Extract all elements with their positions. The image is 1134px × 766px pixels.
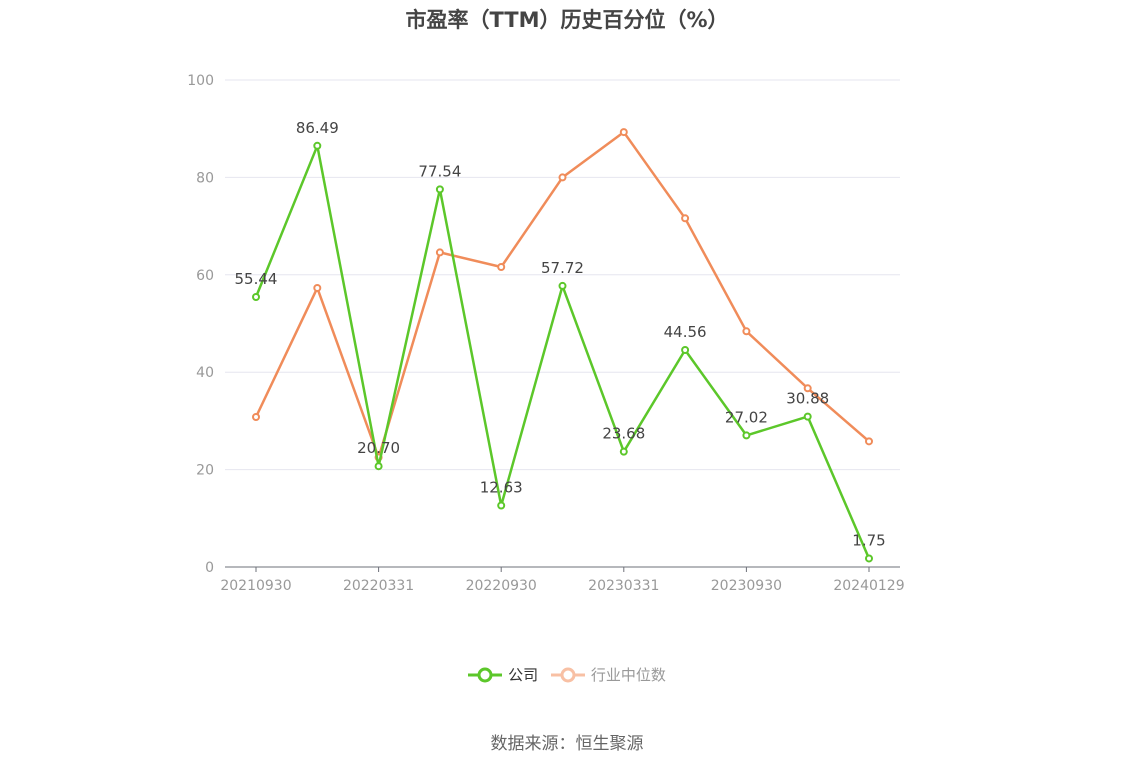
chart-title: 市盈率（TTM）历史百分位（%） xyxy=(405,8,729,32)
data-label: 55.44 xyxy=(235,270,278,288)
data-label: 77.54 xyxy=(418,162,461,180)
legend-company-label: 公司 xyxy=(508,666,539,684)
x-tick-label: 20210930 xyxy=(220,578,291,594)
legend-item-industry[interactable]: 行业中位数 xyxy=(550,664,666,685)
company-series-line xyxy=(254,144,871,559)
company-point xyxy=(497,501,506,510)
company-point xyxy=(435,185,444,194)
y-tick-label: 100 xyxy=(187,73,214,89)
data-label: 57.72 xyxy=(541,259,584,277)
legend-industry-label: 行业中位数 xyxy=(590,666,666,684)
legend-industry-icon xyxy=(550,667,585,682)
y-tick-label: 60 xyxy=(196,268,214,284)
data-label: 30.88 xyxy=(786,390,829,408)
industry-point xyxy=(681,214,690,223)
data-label: 44.56 xyxy=(664,323,707,341)
x-tick-label: 20220331 xyxy=(343,578,414,594)
company-point xyxy=(803,412,812,421)
industry-point xyxy=(497,263,506,272)
industry-point xyxy=(313,283,322,292)
industry-point xyxy=(742,327,751,336)
industry-point xyxy=(435,248,444,257)
y-tick-label: 80 xyxy=(196,170,214,186)
y-tick-label: 40 xyxy=(196,365,214,381)
y-tick-label: 0 xyxy=(205,560,214,576)
industry-point xyxy=(619,128,628,137)
source-note: 数据来源：恒生聚源 xyxy=(490,734,644,754)
x-tick-label: 20230930 xyxy=(711,578,782,594)
company-point xyxy=(619,447,628,456)
legend-item-company[interactable]: 公司 xyxy=(468,664,538,685)
data-label: 23.68 xyxy=(602,425,645,443)
company-point xyxy=(742,431,751,440)
y-tick-label: 20 xyxy=(196,463,214,479)
industry-point xyxy=(558,173,567,182)
company-point xyxy=(558,281,567,290)
data-label: 27.02 xyxy=(725,408,768,426)
company-point xyxy=(252,293,260,302)
industry-point xyxy=(803,384,812,393)
data-label: 1.75 xyxy=(852,531,885,549)
x-tick-label: 20220930 xyxy=(466,578,537,594)
x-tick-label: 20230331 xyxy=(588,578,659,594)
line-chart: 0 20 40 60 80 100 20210930 20220331 20220930 2023… xyxy=(187,73,904,594)
data-label: 20.70 xyxy=(357,439,400,457)
legend: 公司 行业中位数 xyxy=(0,664,1134,687)
company-point xyxy=(374,462,383,471)
legend-company-icon xyxy=(468,667,503,682)
company-point xyxy=(865,554,873,563)
industry-point xyxy=(252,413,260,422)
industry-point xyxy=(865,437,873,446)
company-point xyxy=(681,345,690,354)
data-label: 86.49 xyxy=(296,119,339,137)
company-point xyxy=(313,141,322,150)
data-label: 12.63 xyxy=(480,478,523,496)
x-tick-label: 20240129 xyxy=(833,578,904,594)
